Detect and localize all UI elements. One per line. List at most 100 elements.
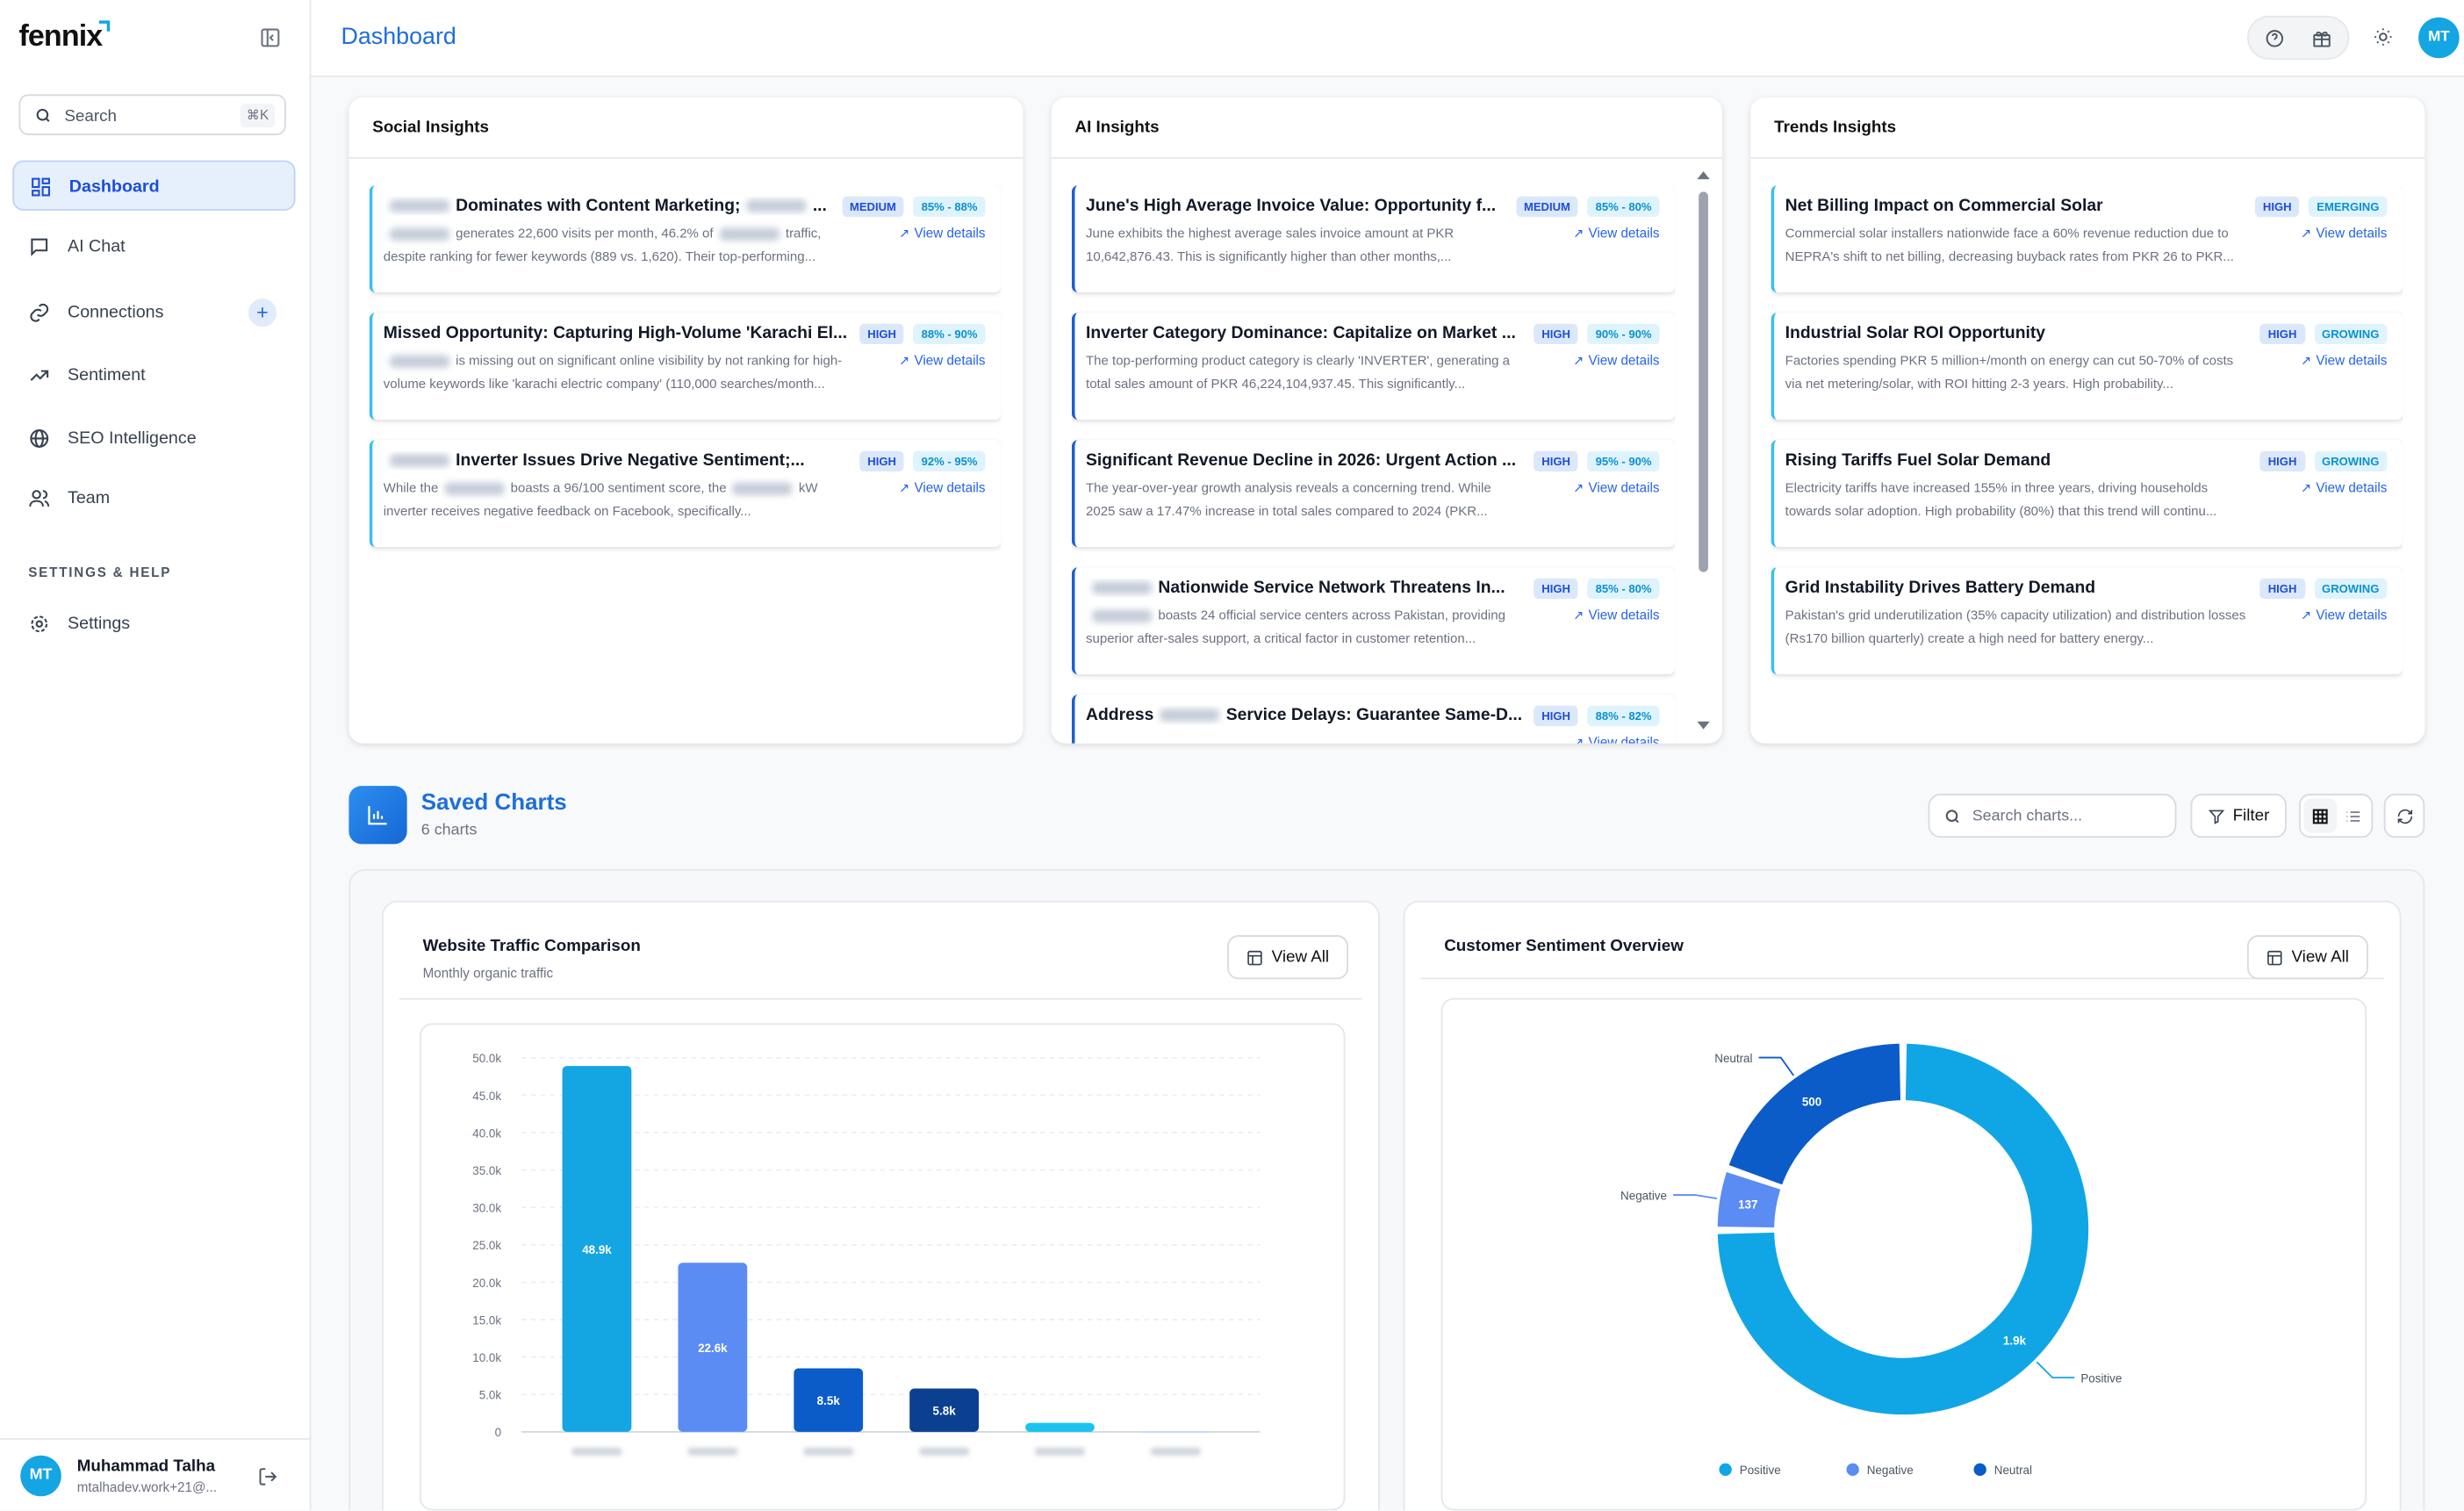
filter-button[interactable]: Filter [2190,794,2287,838]
redacted-category [571,1447,622,1456]
text-part: Grid Instability Drives Battery Demand [1785,578,2096,598]
level-badge: MEDIUM [1516,195,1578,217]
bar [678,1263,748,1432]
y-tick-label: 40.0k [472,1126,501,1140]
insight-list: Dominates with Content Marketing;... MEDI… [369,185,1002,744]
view-details-link[interactable]: View details [2301,225,2387,241]
nav-icon [32,177,50,197]
donut-segment [1717,1043,2089,1415]
view-details-link[interactable]: View details [1573,225,1660,241]
view-details-link[interactable]: View details [899,479,986,495]
grid-view[interactable] [2302,798,2337,833]
redacted-text [444,482,505,495]
insight-title-row: Grid Instability Drives Battery Demand HI… [1785,577,2388,599]
insight-title-row: Industrial Solar ROI Opportunity HIGH GROW… [1785,322,2388,344]
view-details-link[interactable]: View details [1573,352,1660,368]
legend-label: Neutral [1994,1464,2032,1477]
insight-description: Pakistan's grid underutilization (35% ca… [1785,603,2249,651]
insight-title: Missed Opportunity: Capturing High-Volum… [384,324,851,342]
insight-title: Inverter Issues Drive Negative Sentiment… [384,451,851,470]
card-title: Social Insights [372,118,489,137]
insight-item[interactable]: Address Service Delays: Guarantee Same-D.… [1071,694,1676,744]
y-tick-label: 15.0k [472,1313,501,1327]
insight-item[interactable]: Significant Revenue Decline in 2026: Urg… [1071,440,1676,547]
insight-title-row: June's High Average Invoice Value: Oppor… [1086,195,1660,217]
gift-icon[interactable] [2311,28,2331,48]
top-bar: Dashboard MT [311,0,2464,77]
insight-item[interactable]: Grid Instability Drives Battery Demand HI… [1771,567,2403,674]
logout-icon[interactable] [258,1466,278,1486]
nav-item[interactable]: Team [12,473,295,523]
text-part: Dominates with Content Marketing; [456,196,741,216]
nav-item[interactable]: Connections + [12,288,295,338]
insight-item[interactable]: Industrial Solar ROI Opportunity HIGH GROW… [1771,313,2403,420]
insight-item[interactable]: Inverter Issues Drive Negative Sentiment… [369,440,1002,547]
insight-title: Address Service Delays: Guarantee Same-D.… [1086,706,1525,724]
text-part: June exhibits the highest average sales … [1086,224,1455,264]
collapse-icon[interactable] [259,26,281,48]
view-details-link[interactable]: View details [2301,479,2387,495]
insight-item[interactable]: June's High Average Invoice Value: Oppor… [1071,185,1676,292]
view-all-button[interactable]: View All [2246,935,2368,980]
nav-item[interactable]: Sentiment [12,350,295,400]
nav-icon [31,238,48,256]
level-badge: HIGH [859,450,904,471]
logo[interactable]: fennix [18,20,103,54]
insight-item[interactable]: Net Billing Impact on Commercial Solar HI… [1771,185,2403,292]
add-connection[interactable]: + [248,299,277,327]
list-view[interactable] [2336,807,2369,824]
view-details-link[interactable]: View details [899,352,986,368]
header-avatar[interactable]: MT [2418,17,2460,59]
help-icon[interactable] [2265,28,2285,48]
donut-segment [1717,1171,1781,1228]
nav-item[interactable]: Settings [12,599,295,649]
view-details-link[interactable]: View details [2301,607,2387,622]
search-icon [1945,809,1959,824]
nav-item[interactable]: SEO Intelligence [12,414,295,464]
insight-title-row: Rising Tariffs Fuel Solar Demand HIGH GROW… [1785,450,2388,471]
insight-title-row: Significant Revenue Decline in 2026: Urg… [1086,450,1660,471]
view-details-link[interactable]: View details [1573,734,1660,744]
bar [1025,1422,1095,1432]
view-details-link[interactable]: View details [2301,352,2387,368]
refresh-icon [2396,808,2412,824]
bar [909,1388,979,1432]
search-placeholder: Search charts... [1972,808,2083,825]
user-avatar[interactable]: MT [20,1455,61,1497]
text-part: Address [1086,705,1154,725]
theme-icon[interactable] [2373,26,2393,47]
view-all-button[interactable]: View All [1227,935,1348,980]
refresh-button[interactable] [2383,794,2425,838]
insight-title-row: Inverter Issues Drive Negative Sentiment… [384,450,986,471]
view-all-label: View All [2291,947,2349,967]
insight-item[interactable]: Dominates with Content Marketing;... MEDI… [369,185,1002,292]
view-toggle[interactable] [2299,794,2374,838]
insight-description: Commercial solar installers nationwide f… [1785,221,2249,269]
view-details-link[interactable]: View details [1573,607,1660,622]
insight-item[interactable]: Missed Opportunity: Capturing High-Volum… [369,313,1002,420]
insight-description: While the boasts a 96/100 sentiment score… [384,476,847,523]
insight-description: is missing out on significant online vis… [384,349,847,396]
text-part: boasts a 96/100 sentiment score, the [510,479,727,495]
view-details-link[interactable]: View details [899,225,986,241]
shortcut: ⌘K [240,104,276,128]
legend-label: Positive [1740,1464,1781,1477]
search-box[interactable]: Search ⌘K [18,94,286,135]
text-part: Rising Tariffs Fuel Solar Demand [1785,450,2051,471]
legend-swatch [1973,1463,1986,1476]
level-badge: HIGH [2259,322,2305,344]
tag-badge: EMERGING [2309,195,2388,217]
nav-label: Sentiment [67,366,146,385]
insight-item[interactable]: Inverter Category Dominance: Capitalize … [1071,313,1676,420]
insight-item[interactable]: Rising Tariffs Fuel Solar Demand HIGH GROW… [1771,440,2403,547]
chart-search[interactable]: Search charts... [1928,794,2177,838]
insight-title-row: Missed Opportunity: Capturing High-Volum… [384,322,986,344]
nav-item[interactable]: AI Chat [12,221,295,271]
scrollbar[interactable] [1694,167,1713,736]
view-details-link[interactable]: View details [1573,479,1660,495]
nav-item[interactable]: Dashboard [12,160,296,211]
insight-item[interactable]: Nationwide Service Network Threatens In.… [1071,567,1676,674]
level-badge: HIGH [1534,704,1578,726]
